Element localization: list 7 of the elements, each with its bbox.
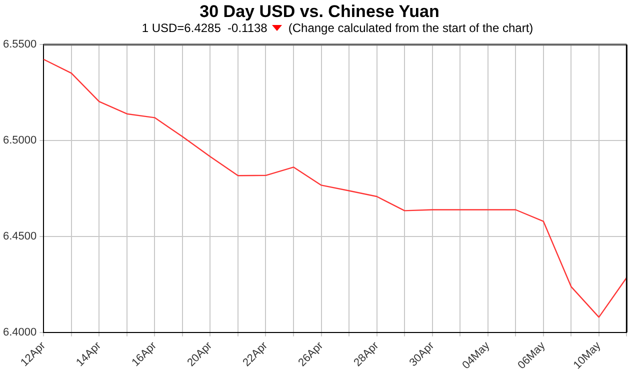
chart-subtitle: 1 USD=6.4285 -0.1138	[142, 21, 268, 35]
y-tick-label: 6.5000	[2, 134, 37, 147]
text: (Change calculated from the start of the chart)	[288, 21, 534, 35]
y-tick-label: 6.4000	[2, 326, 37, 338]
chart-title: 30 Day USD vs. Chinese Yuan	[198, 1, 440, 21]
y-tick-label: 6.4500	[2, 230, 37, 242]
y-tick-label: 6.5500	[2, 38, 37, 51]
